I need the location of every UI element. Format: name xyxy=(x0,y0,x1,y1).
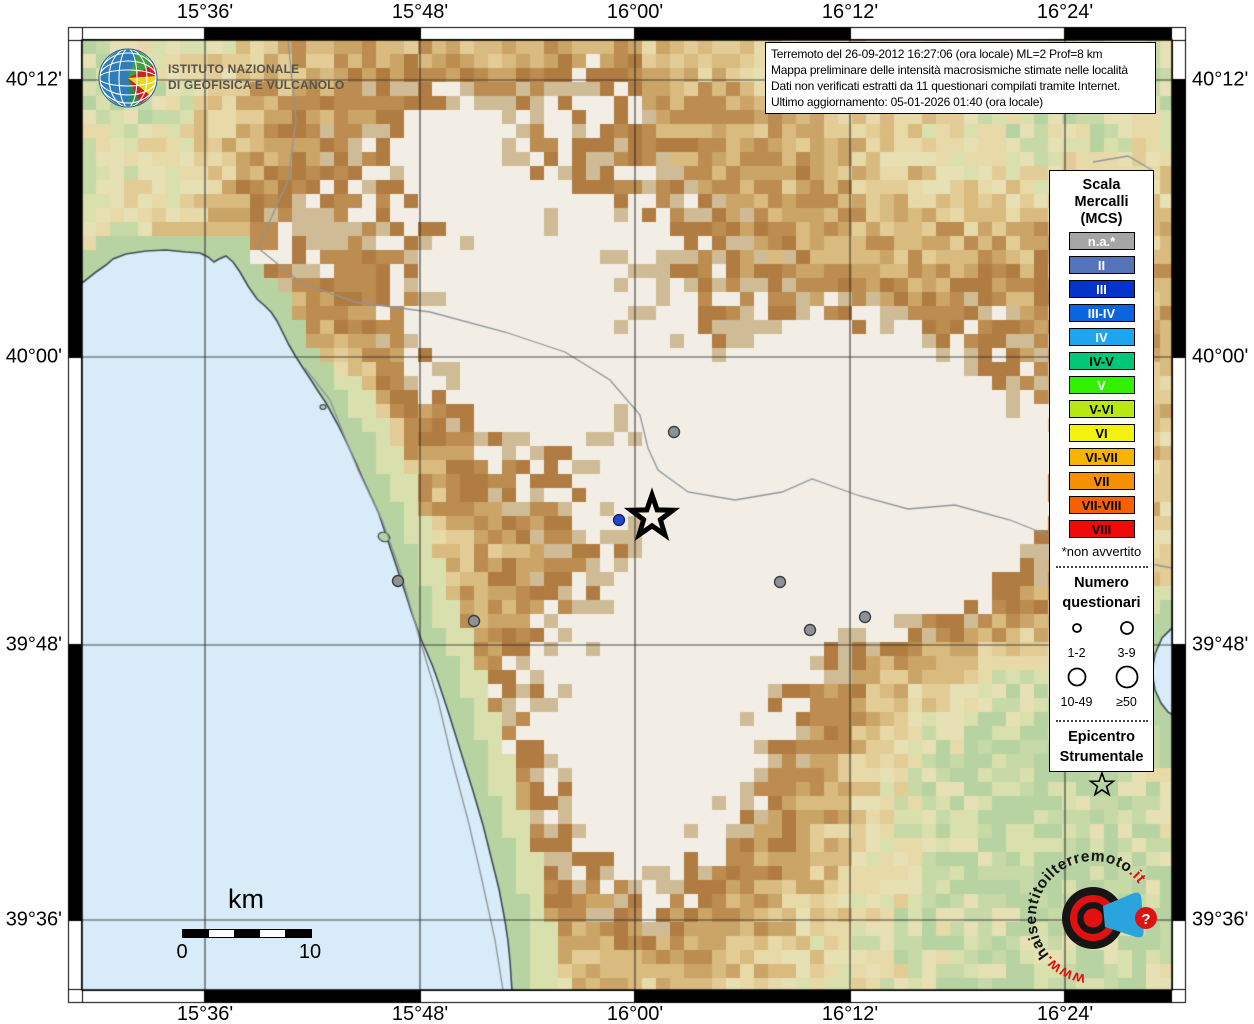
info-line: Mappa preliminare delle intensità macros… xyxy=(771,63,1128,77)
latitude-tick-label: 39°36' xyxy=(1192,908,1249,931)
intensity-swatch-v-vi: V-VI xyxy=(1068,400,1135,418)
latitude-tick-label: 39°48' xyxy=(1192,633,1249,656)
scale-unit-label: km xyxy=(228,884,264,914)
intensity-swatch-vi-vii: VI-VII xyxy=(1068,448,1135,466)
longitude-tick-label: 16°00' xyxy=(606,1,664,23)
legend-divider xyxy=(1055,720,1148,722)
questionnaire-legend-title: questionari xyxy=(1062,595,1141,611)
intensity-swatch-iv-v: IV-V xyxy=(1068,352,1135,370)
epicenter-legend-title: Strumentale xyxy=(1059,749,1144,765)
info-line: Terremoto del 26-09-2012 16:27:06 (ora l… xyxy=(771,47,1103,61)
longitude-tick-label: 15°48' xyxy=(391,1003,449,1024)
latitude-tick-label: 40°00' xyxy=(5,345,62,368)
intensity-swatch-vii-viii: VII-VIII xyxy=(1068,496,1135,514)
questionnaire-size-item: 3-9 xyxy=(1102,615,1152,664)
intensity-swatch-ii: II xyxy=(1068,256,1135,274)
epicenter-legend-star-icon xyxy=(1087,770,1116,797)
questionnaire-size-label: 10-49 xyxy=(1060,695,1093,709)
ingv-logo-graphic: ISTITUTO NAZIONALE DI GEOFISICA E VULCAN… xyxy=(98,48,366,108)
questionnaire-size-grid: 1-2 3-9 10-49 ≥50 xyxy=(1050,615,1153,713)
info-line: Ultimo aggiornamento: 05-01-2026 01:40 (… xyxy=(771,95,1043,109)
questionnaire-size-icon xyxy=(1071,623,1082,633)
intensity-scale-items: n.a.* II III III-IV IV IV-V V V-VI VI VI-VII VII VI… xyxy=(1050,232,1153,538)
questionnaire-size-label: ≥50 xyxy=(1116,695,1137,709)
questionnaire-size-icon xyxy=(1115,665,1138,689)
scale-end-label: 10 xyxy=(298,941,322,963)
info-line: Dati non verificati estratti da 11 quest… xyxy=(771,79,1121,93)
legend-divider xyxy=(1055,566,1148,568)
questionnaire-legend-title: Numero xyxy=(1074,575,1129,591)
intensity-swatch-vi: VI xyxy=(1068,424,1135,442)
longitude-tick-label: 15°36' xyxy=(176,1,234,23)
ingv-logo: ISTITUTO NAZIONALE DI GEOFISICA E VULCAN… xyxy=(94,42,366,119)
ingv-globe-icon xyxy=(98,48,158,108)
longitude-tick-label: 16°12' xyxy=(821,1,879,23)
scale-bar-segment xyxy=(234,930,260,937)
scale-bar-segment xyxy=(285,930,311,937)
mercalli-legend: Scala Mercalli (MCS) n.a.* II III III-IV IV I… xyxy=(1049,170,1154,797)
map-info-box: Terremoto del 26-09-2012 16:27:06 (ora l… xyxy=(765,42,1156,114)
latitude-tick-label: 40°00' xyxy=(1192,345,1249,368)
latitude-tick-label: 39°48' xyxy=(5,633,62,656)
intensity-swatch-v: V xyxy=(1068,376,1135,394)
intensity-swatch-iii: III xyxy=(1068,280,1135,298)
legend-footnote: *non avvertito xyxy=(1061,544,1142,559)
scale-bar-segment xyxy=(209,930,234,937)
questionnaire-size-icon xyxy=(1119,621,1134,635)
longitude-tick-label: 16°00' xyxy=(606,1003,664,1024)
intensity-swatch-iii-iv: III-IV xyxy=(1068,304,1135,322)
questionnaire-size-icon xyxy=(1067,667,1086,687)
latitude-tick-label: 40°12' xyxy=(1192,68,1249,91)
legend-title-line: Mercalli xyxy=(1074,194,1129,210)
intensity-swatch-vii: VII xyxy=(1068,472,1135,490)
ingv-name-line1: ISTITUTO NAZIONALE xyxy=(168,62,299,76)
latitude-tick-label: 40°12' xyxy=(5,68,62,91)
questionnaire-size-label: 3-9 xyxy=(1117,646,1136,660)
questionnaire-size-item: 10-49 xyxy=(1052,664,1102,713)
intensity-swatch-iv: IV xyxy=(1068,328,1135,346)
scale-bar-segment xyxy=(260,930,285,937)
questionnaire-size-label: 1-2 xyxy=(1067,646,1086,660)
scale-bar-segment xyxy=(183,930,209,937)
epicenter-legend-title: Epicentro xyxy=(1068,729,1135,745)
ingv-name-line2: DI GEOFISICA E VULCANOLOGIA xyxy=(168,78,344,92)
scale-bar xyxy=(182,929,312,938)
scale-start-label: 0 xyxy=(176,941,188,963)
longitude-tick-label: 15°48' xyxy=(391,1,449,23)
longitude-tick-label: 16°24' xyxy=(1036,1003,1094,1024)
legend-title-line: Scala xyxy=(1082,177,1121,193)
longitude-tick-label: 15°36' xyxy=(176,1003,234,1024)
intensity-swatch-viii: VIII xyxy=(1068,520,1135,538)
legend-title-line: (MCS) xyxy=(1080,211,1123,227)
intensity-swatch-n-a: n.a.* xyxy=(1068,232,1135,250)
longitude-tick-label: 16°12' xyxy=(821,1003,879,1024)
questionnaire-size-item: ≥50 xyxy=(1102,664,1152,713)
longitude-tick-label: 16°24' xyxy=(1036,1,1094,23)
latitude-tick-label: 39°36' xyxy=(5,908,62,931)
questionnaire-size-item: 1-2 xyxy=(1052,615,1102,664)
